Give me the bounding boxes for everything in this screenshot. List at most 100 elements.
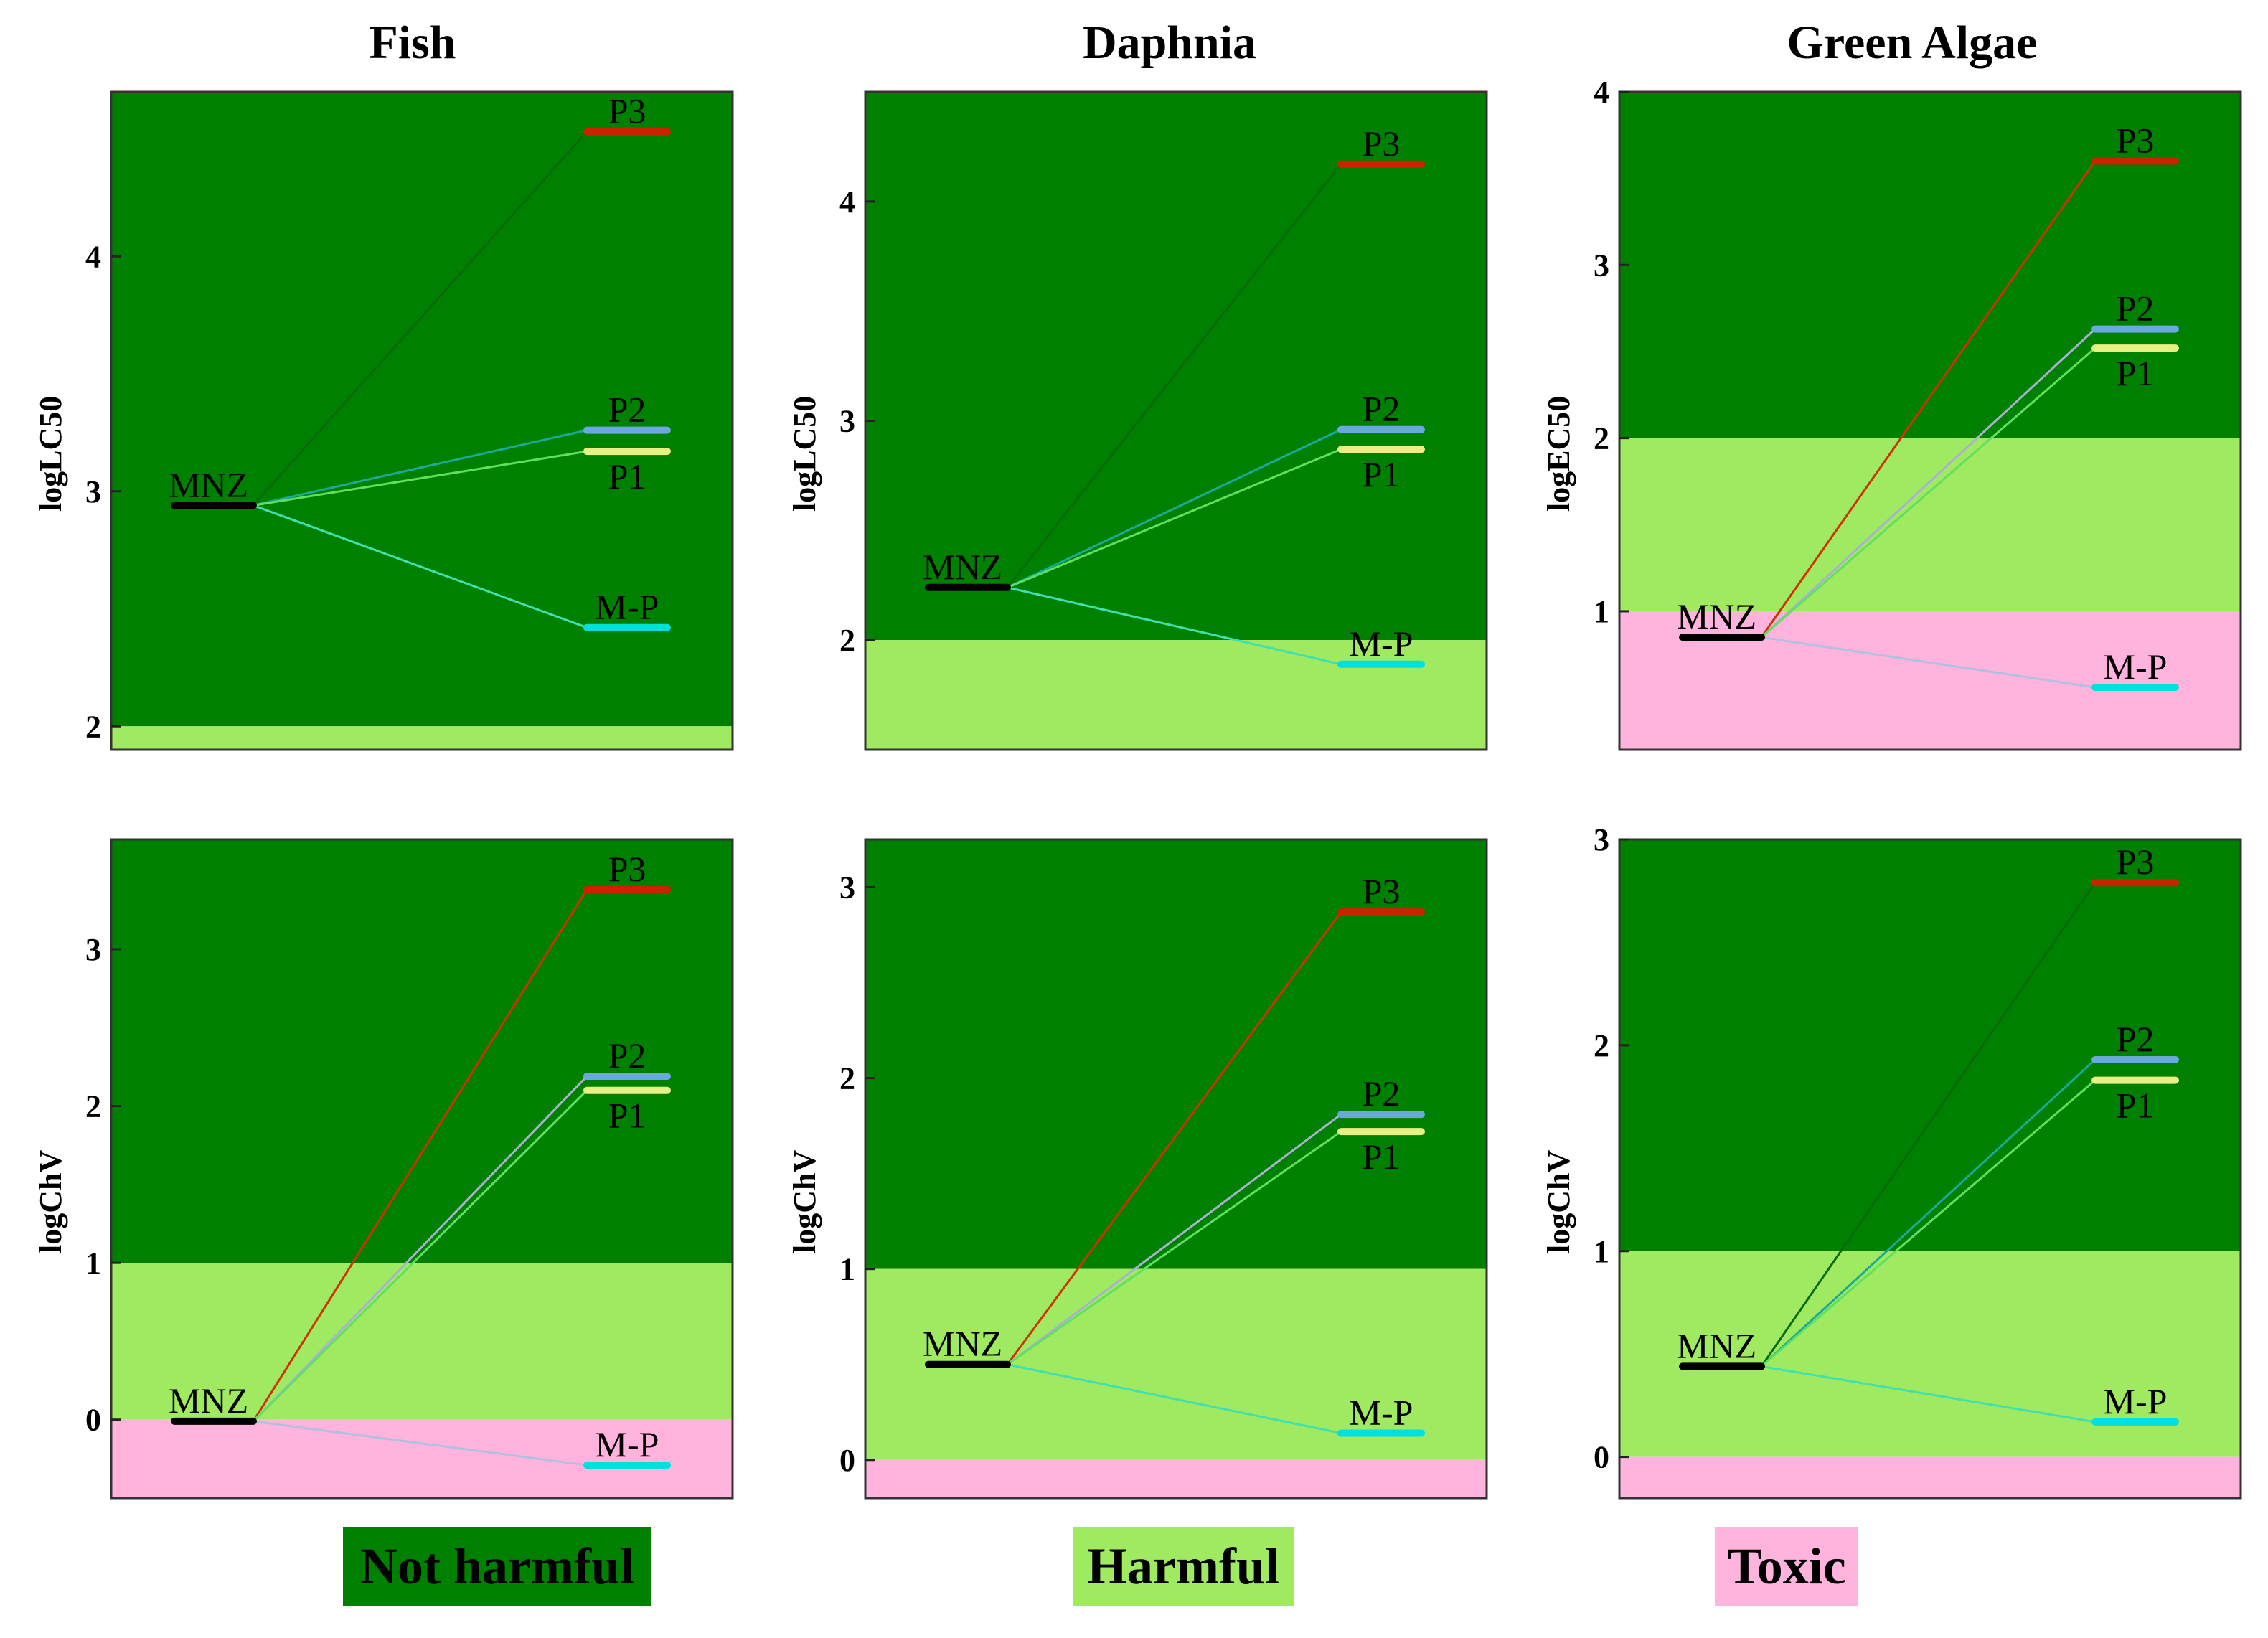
panel-5-ytick-label-3: 3 <box>839 870 855 905</box>
panel-4-connector-m-p <box>253 1420 588 1467</box>
panel-2-ylabel: logLC50 <box>787 396 822 512</box>
panel-6-ytick-label-2: 2 <box>1594 1028 1609 1063</box>
panel-5-ytick-label-2: 2 <box>839 1061 855 1096</box>
panel-3-origin-label: MNZ <box>1677 596 1756 636</box>
panel-6-label-p3: P3 <box>2117 842 2155 882</box>
panel-3-label-m-p: M-P <box>2104 646 2168 687</box>
panel-5-label-m-p: M-P <box>1350 1393 1413 1433</box>
panel-3: 1 2 3 4 logEC50 MNZ P3 P2 P1 M-P <box>1541 75 2242 751</box>
panel-1-label-m-p: M-P <box>596 587 659 627</box>
panel-3-ylabel: logEC50 <box>1541 396 1576 512</box>
panel-5-origin-label: MNZ <box>923 1324 1002 1364</box>
panel-6: 0 1 2 3 logChV MNZ P3 P2 P1 M-P <box>1541 822 2242 1500</box>
panel-5-connector-m-p <box>1007 1363 1342 1434</box>
panel-3-ytick-label-1: 1 <box>1594 594 1609 629</box>
panel-6-origin-label: MNZ <box>1677 1325 1756 1365</box>
column-title-green-algae: Green Algae <box>1787 17 2038 69</box>
panel-6-zone-3 <box>1619 1456 2241 1498</box>
panel-2-label-p2: P2 <box>1363 389 1401 429</box>
panel-5-label-p3: P3 <box>1363 871 1401 911</box>
panel-2-ytick-label-3: 3 <box>839 404 855 439</box>
panel-3-ytick-label-2: 2 <box>1594 421 1609 456</box>
panel-4-zone-1 <box>111 839 733 1263</box>
panel-5-label-p1: P1 <box>1363 1136 1401 1177</box>
panel-1-ytick-label-4: 4 <box>85 239 101 274</box>
panel-2: 2 3 4 logLC50 MNZ P3 P2 P1 M-P <box>787 90 1488 751</box>
panel-4-connector-p3 <box>252 889 588 1422</box>
panel-1-origin-label: MNZ <box>169 464 248 504</box>
panel-2-connector-p1 <box>1007 448 1342 589</box>
panel-3-label-p3: P3 <box>2117 121 2155 161</box>
panel-2-label-m-p: M-P <box>1350 623 1413 664</box>
panel-2-label-p3: P3 <box>1363 123 1401 164</box>
panel-3-label-p1: P1 <box>2117 353 2155 393</box>
column-title-daphnia: Daphnia <box>1082 17 1257 69</box>
panel-1-zone-1 <box>111 92 733 727</box>
panel-4-label-p2: P2 <box>608 1035 646 1075</box>
panel-2-connector-p3 <box>1006 163 1342 588</box>
panel-5-frame <box>864 838 1488 1500</box>
panel-5-connector-p2 <box>1007 1113 1342 1365</box>
panel-4-ylabel: logChV <box>33 1150 68 1253</box>
panel-5-connector-p3 <box>1006 911 1342 1365</box>
panel-1-frame <box>110 90 734 751</box>
panel-3-zone-2 <box>1619 438 2241 611</box>
panel-2-zone-2 <box>865 640 1487 750</box>
panel-6-connector-p2 <box>1760 1058 2097 1368</box>
panel-5-zone-3 <box>865 1459 1487 1498</box>
panel-1-label-p1: P1 <box>608 456 646 496</box>
panel-4-zone-3 <box>111 1419 733 1498</box>
panel-6-ytick-label-1: 1 <box>1594 1234 1609 1269</box>
column-title-fish: Fish <box>369 17 456 69</box>
panel-4-origin-label: MNZ <box>169 1380 248 1421</box>
panel-2-zone-1 <box>865 92 1487 641</box>
panel-1-connector-p3 <box>252 131 588 507</box>
panel-4-label-m-p: M-P <box>596 1424 659 1464</box>
panel-6-connector-p1 <box>1761 1079 2096 1368</box>
panel-5-ytick-label-0: 0 <box>839 1443 855 1478</box>
panel-4-ytick-label-1: 1 <box>85 1246 101 1281</box>
panel-4-label-p1: P1 <box>608 1096 646 1136</box>
panel-1: 2 3 4 logLC50 MNZ P3 P2 P1 M-P <box>33 90 734 751</box>
legend-not-harmful: Not harmful <box>343 1527 651 1606</box>
panel-3-frame <box>1618 90 2242 751</box>
panel-2-origin-label: MNZ <box>923 547 1002 587</box>
panel-4-zone-2 <box>111 1263 733 1420</box>
panel-3-label-p2: P2 <box>2117 288 2155 329</box>
panel-1-ylabel: logLC50 <box>33 396 68 512</box>
panel-2-ytick-label-2: 2 <box>839 623 855 658</box>
panel-4-frame <box>110 838 734 1500</box>
panel-5-label-p2: P2 <box>1363 1073 1401 1114</box>
panel-4-label-p3: P3 <box>608 849 646 889</box>
legend-harmful: Harmful <box>1073 1527 1294 1606</box>
panel-3-zone-1 <box>1619 92 2241 438</box>
panel-4-ytick-label-0: 0 <box>85 1403 101 1438</box>
panel-5-connector-p1 <box>1007 1130 1342 1365</box>
panel-6-frame <box>1618 838 2242 1500</box>
panel-1-ytick-label-2: 2 <box>85 709 101 744</box>
panel-3-connector-p2 <box>1760 328 2097 639</box>
panel-6-connector-p3 <box>1760 882 2097 1368</box>
panel-1-connector-m-p <box>253 504 588 629</box>
panel-3-connector-m-p <box>1761 636 2096 689</box>
panel-5-ytick-label-1: 1 <box>839 1252 855 1287</box>
panel-6-ytick-label-0: 0 <box>1594 1440 1609 1475</box>
panel-4-ytick-label-2: 2 <box>85 1089 101 1124</box>
panel-4-connector-p2 <box>252 1075 588 1422</box>
panel-6-ytick-label-3: 3 <box>1594 822 1609 857</box>
legend-toxic: Toxic <box>1715 1527 1858 1606</box>
panel-2-connector-p2 <box>1007 428 1342 589</box>
panel-1-connector-p1 <box>253 450 588 507</box>
panel-1-connector-p2 <box>253 429 588 507</box>
panel-2-ytick-label-4: 4 <box>839 184 855 220</box>
panel-1-ytick-label-3: 3 <box>85 474 101 509</box>
panel-6-label-p1: P1 <box>2117 1086 2155 1126</box>
panel-1-zone-2 <box>111 726 733 750</box>
panel-6-ylabel: logChV <box>1541 1150 1576 1253</box>
panel-6-zone-1 <box>1619 839 2241 1251</box>
panel-3-ytick-label-3: 3 <box>1594 248 1609 283</box>
panel-4-connector-p1 <box>252 1089 588 1422</box>
panel-6-label-p2: P2 <box>2117 1019 2155 1059</box>
